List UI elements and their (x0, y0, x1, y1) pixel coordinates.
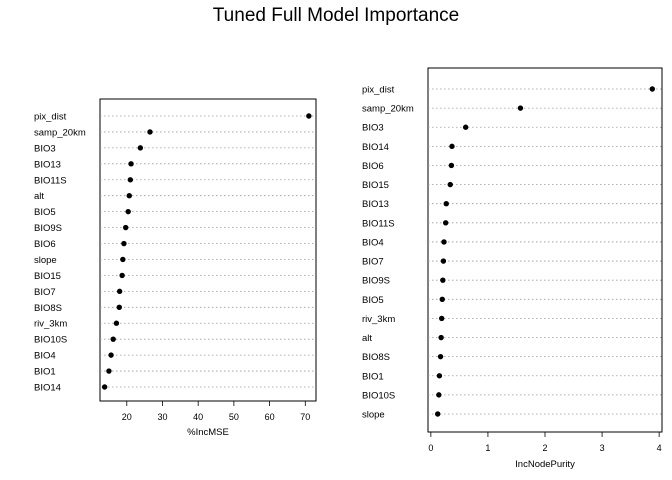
incmse-tick-label-70: 70 (300, 412, 310, 422)
incnodepurity-point-bio11s (442, 220, 449, 226)
incnodepurity-point-bio4 (441, 239, 447, 245)
incmse-point-slope (120, 256, 126, 263)
incmse-point-bio6 (121, 240, 127, 247)
incnodepurity-label-bio10s: BIO10S (362, 390, 395, 401)
incnodepurity-label-bio14: BIO14 (362, 142, 389, 153)
incnodepurity-label-bio7: BIO7 (362, 257, 384, 268)
incnodepurity-point-bio15 (447, 181, 453, 188)
incmse-panel: pix_dist samp_20km BIO3 BIO13 BIO11S alt BIO5 B… (34, 98, 317, 438)
incnodepurity-point-bio10s (436, 392, 442, 398)
incnodepurity-label-pix-dist: pix_dist (362, 85, 395, 96)
incmse-label-samp-20km: samp_20km (34, 127, 86, 138)
incnodepurity-point-alt (438, 334, 444, 341)
incnodepurity-label-bio6: BIO6 (362, 161, 384, 172)
incmse-point-bio1 (106, 368, 112, 374)
incnodepurity-point-bio1 (436, 373, 443, 379)
incnodepurity-point-bio5 (439, 296, 445, 302)
incmse-label-bio7: BIO7 (34, 287, 56, 298)
incnodepurity-label-bio4: BIO4 (362, 237, 384, 248)
incnodepurity-tick-label-0: 0 (428, 443, 433, 453)
incmse-tick-label-50: 50 (229, 412, 239, 422)
incmse-point-alt (126, 193, 132, 199)
incnodepurity-point-bio6 (448, 162, 455, 169)
incmse-label-riv-3km: riv_3km (34, 319, 67, 330)
incmse-point-bio9s (123, 224, 129, 231)
incmse-label-bio11s: BIO11S (34, 175, 67, 186)
incmse-tick-label-30: 30 (157, 412, 167, 422)
incmse-point-bio8s (116, 304, 122, 310)
incnodepurity-point-bio8s (437, 353, 444, 360)
incnodepurity-point-bio9s (440, 277, 446, 283)
incmse-tick-label-20: 20 (122, 412, 132, 422)
incnodepurity-label-samp-20km: samp_20km (362, 104, 414, 115)
incmse-label-bio9s: BIO9S (34, 223, 62, 234)
incmse-label-bio10s: BIO10S (34, 335, 67, 346)
incnodepurity-label-bio9s: BIO9S (362, 276, 390, 287)
incmse-label-bio1: BIO1 (34, 367, 56, 378)
incnodepurity-axis-title: IncNodePurity (515, 459, 575, 470)
incmse-label-bio3: BIO3 (34, 143, 56, 154)
incmse-point-bio13 (128, 161, 134, 167)
incnodepurity-label-bio11s: BIO11S (362, 218, 395, 229)
incmse-label-bio13: BIO13 (34, 159, 61, 170)
incmse-label-bio4: BIO4 (34, 351, 56, 362)
incnodepurity-panel: pix_distsamp_20kmBIO3BIO14BIO6BIO15BIO13… (362, 67, 663, 470)
incmse-label-pix-dist: pix_dist (34, 112, 67, 123)
incmse-label-bio5: BIO5 (34, 207, 56, 218)
incmse-label-alt: alt (34, 191, 44, 202)
incmse-plot-frame (99, 98, 317, 402)
incmse-axis-title: %IncMSE (187, 427, 229, 438)
incmse-label-bio6: BIO6 (34, 239, 56, 250)
incmse-tick-label-60: 60 (265, 412, 275, 422)
incmse-point-bio11s (127, 177, 134, 183)
incmse-point-bio4 (108, 352, 114, 358)
incnodepurity-label-bio5: BIO5 (362, 295, 384, 306)
incmse-point-bio15 (119, 272, 125, 279)
incnodepurity-point-slope (435, 411, 441, 417)
incnodepurity-label-riv-3km: riv_3km (362, 314, 395, 325)
incmse-label-slope: slope (34, 255, 57, 266)
incnodepurity-label-slope: slope (362, 410, 385, 421)
incnodepurity-point-pix-dist (649, 86, 655, 92)
incnodepurity-point-samp-20km (517, 105, 524, 111)
incnodepurity-plot-frame (427, 67, 663, 433)
incnodepurity-tick-label-3: 3 (600, 443, 605, 453)
incnodepurity-label-bio8s: BIO8S (362, 352, 390, 363)
incmse-point-bio10s (110, 336, 116, 342)
incnodepurity-label-bio13: BIO13 (362, 199, 389, 210)
incnodepurity-tick-label-1: 1 (485, 443, 490, 453)
incnodepurity-label-bio15: BIO15 (362, 180, 389, 191)
incnodepurity-label-bio1: BIO1 (362, 371, 384, 382)
main-title: Tuned Full Model Importance (213, 5, 459, 26)
incmse-label-bio14: BIO14 (34, 383, 61, 394)
incmse-point-bio14 (101, 384, 108, 390)
incnodepurity-point-bio13 (443, 201, 449, 207)
incnodepurity-tick-label-4: 4 (657, 443, 662, 453)
incmse-tick-label-40: 40 (193, 412, 203, 422)
incnodepurity-point-bio14 (449, 143, 455, 150)
incmse-point-bio3 (137, 145, 144, 151)
incnodepurity-point-bio3 (462, 124, 469, 130)
incmse-point-bio5 (125, 208, 131, 215)
incnodepurity-label-bio3: BIO3 (362, 123, 384, 134)
incmse-point-pix-dist (306, 113, 312, 119)
incnodepurity-tick-label-2: 2 (542, 443, 547, 453)
incmse-point-riv-3km (113, 320, 120, 326)
incmse-label-bio15: BIO15 (34, 271, 61, 282)
incmse-label-bio8s: BIO8S (34, 303, 62, 314)
incnodepurity-point-bio7 (440, 258, 447, 264)
incmse-point-bio7 (116, 288, 123, 295)
incnodepurity-label-alt: alt (362, 333, 372, 344)
incmse-point-samp-20km (147, 129, 153, 135)
incnodepurity-point-riv-3km (438, 315, 445, 322)
